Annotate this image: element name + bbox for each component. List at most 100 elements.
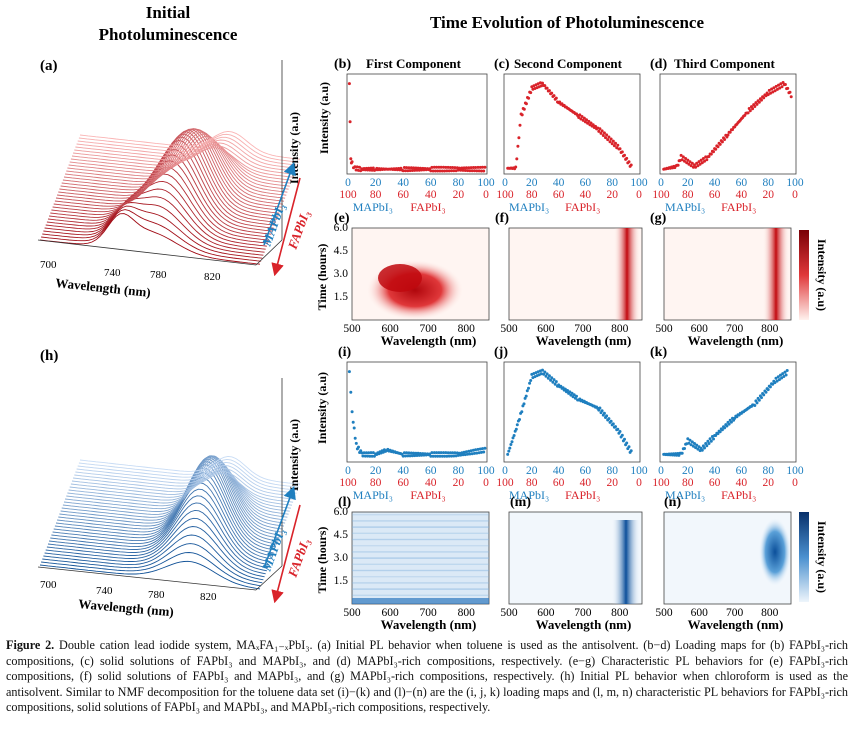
axis-mapbi3: MAPbI₃ [509, 200, 549, 214]
data-point [436, 454, 440, 458]
tick-h-820: 820 [200, 591, 217, 603]
data-point [406, 169, 410, 173]
waterfall-curve [71, 144, 293, 181]
data-point [687, 162, 691, 166]
data-point [450, 169, 453, 173]
waterfall-curve [57, 133, 278, 220]
axis-fapbi3: FAPbI₃ [565, 488, 600, 502]
data-point [370, 168, 374, 172]
xlabel-wavelength: Wavelength (nm) [381, 617, 477, 632]
data-point [543, 84, 547, 88]
data-point [413, 168, 417, 172]
data-point [442, 451, 445, 455]
data-point [780, 376, 784, 380]
data-point [575, 394, 578, 398]
tick-bottom: 80 [526, 189, 538, 201]
data-point [435, 165, 439, 169]
data-point [448, 166, 452, 169]
data-point [623, 437, 626, 441]
waterfall-curve [58, 458, 279, 542]
data-point [709, 439, 713, 443]
data-point [751, 107, 755, 111]
data-point [718, 430, 722, 434]
data-point [429, 454, 433, 458]
data-point [747, 107, 751, 110]
data-point [570, 391, 574, 395]
data-point [349, 390, 353, 394]
tick-a-780: 780 [150, 269, 167, 281]
data-point [409, 451, 413, 455]
waterfall-curve [61, 455, 282, 533]
data-point [623, 153, 626, 157]
waterfall-curve [59, 129, 280, 214]
waterfall-curve [41, 552, 262, 587]
data-point [483, 165, 487, 169]
data-point [439, 451, 443, 455]
data-point [585, 118, 588, 122]
data-point [784, 373, 788, 377]
waterfall-curve [44, 526, 265, 578]
tick-top: 80 [453, 465, 465, 477]
heatmap-stripe [352, 588, 489, 590]
tick-top: 0 [345, 177, 351, 189]
tick-x: 500 [500, 323, 518, 335]
data-point [518, 418, 521, 421]
data-point [515, 157, 519, 161]
data-point [572, 393, 576, 397]
data-point [773, 381, 777, 385]
panel-letter-a: (a) [40, 58, 58, 74]
waterfall-curve [46, 180, 267, 247]
data-point [354, 441, 358, 445]
fapbi3-label-a: FAPbI₃ [284, 208, 312, 252]
heatmap-stripe [352, 526, 489, 528]
data-point [367, 451, 371, 455]
heatmap-stripe [352, 520, 489, 522]
data-point [353, 436, 357, 440]
data-point [618, 147, 622, 151]
data-point [563, 387, 567, 391]
tick-top: 20 [370, 465, 382, 477]
data-point [463, 453, 467, 457]
ylabel-i: Intensity (a.u) [315, 372, 329, 444]
data-point [691, 165, 695, 169]
data-point [431, 169, 435, 173]
data-point [605, 133, 609, 137]
data-point [482, 450, 486, 454]
data-point [757, 398, 761, 402]
tick-top: 20 [526, 465, 538, 477]
tick-bottom: 40 [425, 189, 437, 201]
tick-x: 500 [343, 607, 361, 619]
data-point [602, 131, 606, 135]
data-point [448, 451, 452, 455]
data-point [725, 424, 729, 428]
xlabel-wavelength: Wavelength (nm) [536, 617, 632, 632]
data-point [605, 414, 609, 418]
data-point [777, 83, 780, 87]
data-point [461, 168, 465, 172]
tick-bottom: 20 [606, 189, 618, 201]
axis-mapbi3: MAPbI₃ [509, 488, 549, 502]
tick-bottom: 100 [339, 189, 357, 201]
data-point [475, 169, 479, 173]
data-point [405, 451, 409, 455]
data-point [528, 381, 532, 385]
waterfall-curve [55, 464, 277, 548]
waterfall-curve [44, 196, 265, 253]
tick-top: 60 [425, 465, 437, 477]
heatmap-stripe [352, 569, 489, 572]
data-point [371, 451, 375, 455]
data-point [723, 426, 727, 430]
data-point [606, 138, 610, 142]
data-point [712, 437, 715, 441]
data-point [760, 396, 763, 400]
waterfall-curve [62, 128, 283, 205]
data-point [700, 161, 704, 165]
tick-x: 600 [691, 607, 709, 619]
data-point [407, 166, 411, 170]
data-point [707, 155, 711, 158]
waterfall-curve [53, 472, 274, 554]
data-point [704, 442, 708, 445]
data-point [546, 376, 550, 380]
data-point [698, 162, 702, 166]
